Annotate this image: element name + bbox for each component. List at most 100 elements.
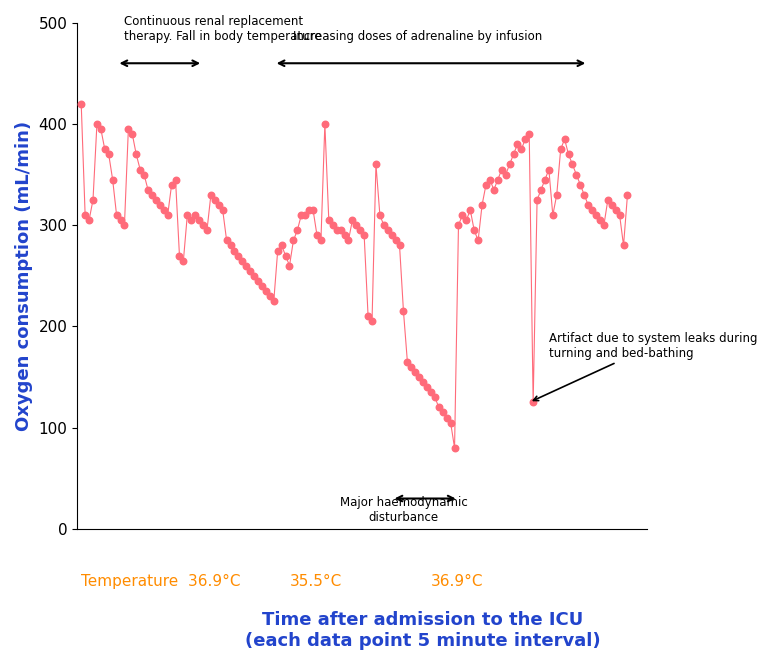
Point <box>527 397 539 407</box>
Point <box>504 159 516 170</box>
Point <box>515 144 528 154</box>
Point <box>142 185 154 195</box>
Text: 35.5°C: 35.5°C <box>290 574 342 589</box>
Point <box>488 185 500 195</box>
Point <box>330 225 343 235</box>
Point <box>586 205 598 215</box>
Point <box>523 129 535 139</box>
Point <box>303 205 316 215</box>
Point <box>554 144 567 154</box>
Point <box>134 164 146 175</box>
Point <box>413 372 425 382</box>
Point <box>432 402 445 413</box>
Point <box>146 190 158 200</box>
Point <box>323 215 335 225</box>
Point <box>98 144 111 154</box>
Point <box>256 281 268 291</box>
Point <box>248 271 260 281</box>
Point <box>421 382 433 392</box>
Point <box>91 119 103 129</box>
Text: Artifact due to system leaks during
turning and bed-bathing: Artifact due to system leaks during turn… <box>534 332 757 401</box>
Point <box>339 230 351 240</box>
Point <box>570 170 582 180</box>
Point <box>539 174 551 185</box>
Point <box>343 235 355 246</box>
Point <box>157 205 170 215</box>
Point <box>464 205 476 215</box>
Point <box>114 215 127 225</box>
Point <box>562 149 574 160</box>
Point <box>508 149 520 160</box>
Point <box>382 225 394 235</box>
Point <box>617 240 630 251</box>
Point <box>87 194 99 205</box>
Point <box>476 200 488 210</box>
Point <box>287 235 300 246</box>
Point <box>189 210 201 220</box>
Point <box>185 215 197 225</box>
Point <box>366 316 378 327</box>
Point <box>197 220 209 231</box>
Point <box>417 377 429 388</box>
Point <box>260 286 272 296</box>
Point <box>468 225 480 235</box>
Text: Continuous renal replacement
therapy. Fall in body temperature: Continuous renal replacement therapy. Fa… <box>124 15 322 43</box>
Point <box>441 413 453 423</box>
Point <box>358 230 370 240</box>
Point <box>456 210 468 220</box>
Point <box>472 235 485 246</box>
Point <box>480 179 492 190</box>
Point <box>193 215 205 225</box>
Point <box>406 361 418 372</box>
Point <box>232 250 244 261</box>
Point <box>170 174 182 185</box>
Point <box>103 149 115 160</box>
Point <box>535 185 547 195</box>
Point <box>445 417 457 428</box>
Point <box>594 215 606 225</box>
Point <box>205 190 217 200</box>
Point <box>393 240 406 251</box>
Point <box>126 129 138 139</box>
Point <box>79 210 91 220</box>
Point <box>598 220 610 231</box>
Point <box>276 240 288 251</box>
Point <box>499 170 511 180</box>
Point <box>492 174 504 185</box>
Point <box>307 205 319 215</box>
Point <box>240 260 253 271</box>
Point <box>370 159 382 170</box>
Point <box>111 210 123 220</box>
Text: Time after admission to the ICU
(each data point 5 minute interval): Time after admission to the ICU (each da… <box>244 611 601 650</box>
Y-axis label: Oxygen consumption (mL/min): Oxygen consumption (mL/min) <box>15 121 33 431</box>
Point <box>389 235 402 246</box>
Point <box>83 215 95 225</box>
Point <box>460 215 472 225</box>
Point <box>449 443 461 453</box>
Point <box>228 245 240 256</box>
Point <box>511 139 524 150</box>
Point <box>350 220 362 231</box>
Text: Major haemodynamic
disturbance: Major haemodynamic disturbance <box>339 496 468 524</box>
Point <box>138 170 151 180</box>
Point <box>614 210 626 220</box>
Point <box>130 149 142 160</box>
Point <box>181 210 194 220</box>
Point <box>315 235 327 246</box>
Point <box>543 164 555 175</box>
Point <box>621 190 634 200</box>
Text: Increasing doses of adrenaline by infusion: Increasing doses of adrenaline by infusi… <box>293 30 543 43</box>
Point <box>409 367 422 377</box>
Point <box>578 190 591 200</box>
Point <box>495 164 508 175</box>
Point <box>519 134 531 145</box>
Point <box>401 357 413 367</box>
Point <box>283 260 296 271</box>
Text: 36.9°C: 36.9°C <box>431 574 484 589</box>
Point <box>346 215 359 225</box>
Point <box>118 220 131 231</box>
Point <box>107 174 119 185</box>
Point <box>177 256 190 266</box>
Point <box>291 225 303 235</box>
Point <box>263 291 276 302</box>
